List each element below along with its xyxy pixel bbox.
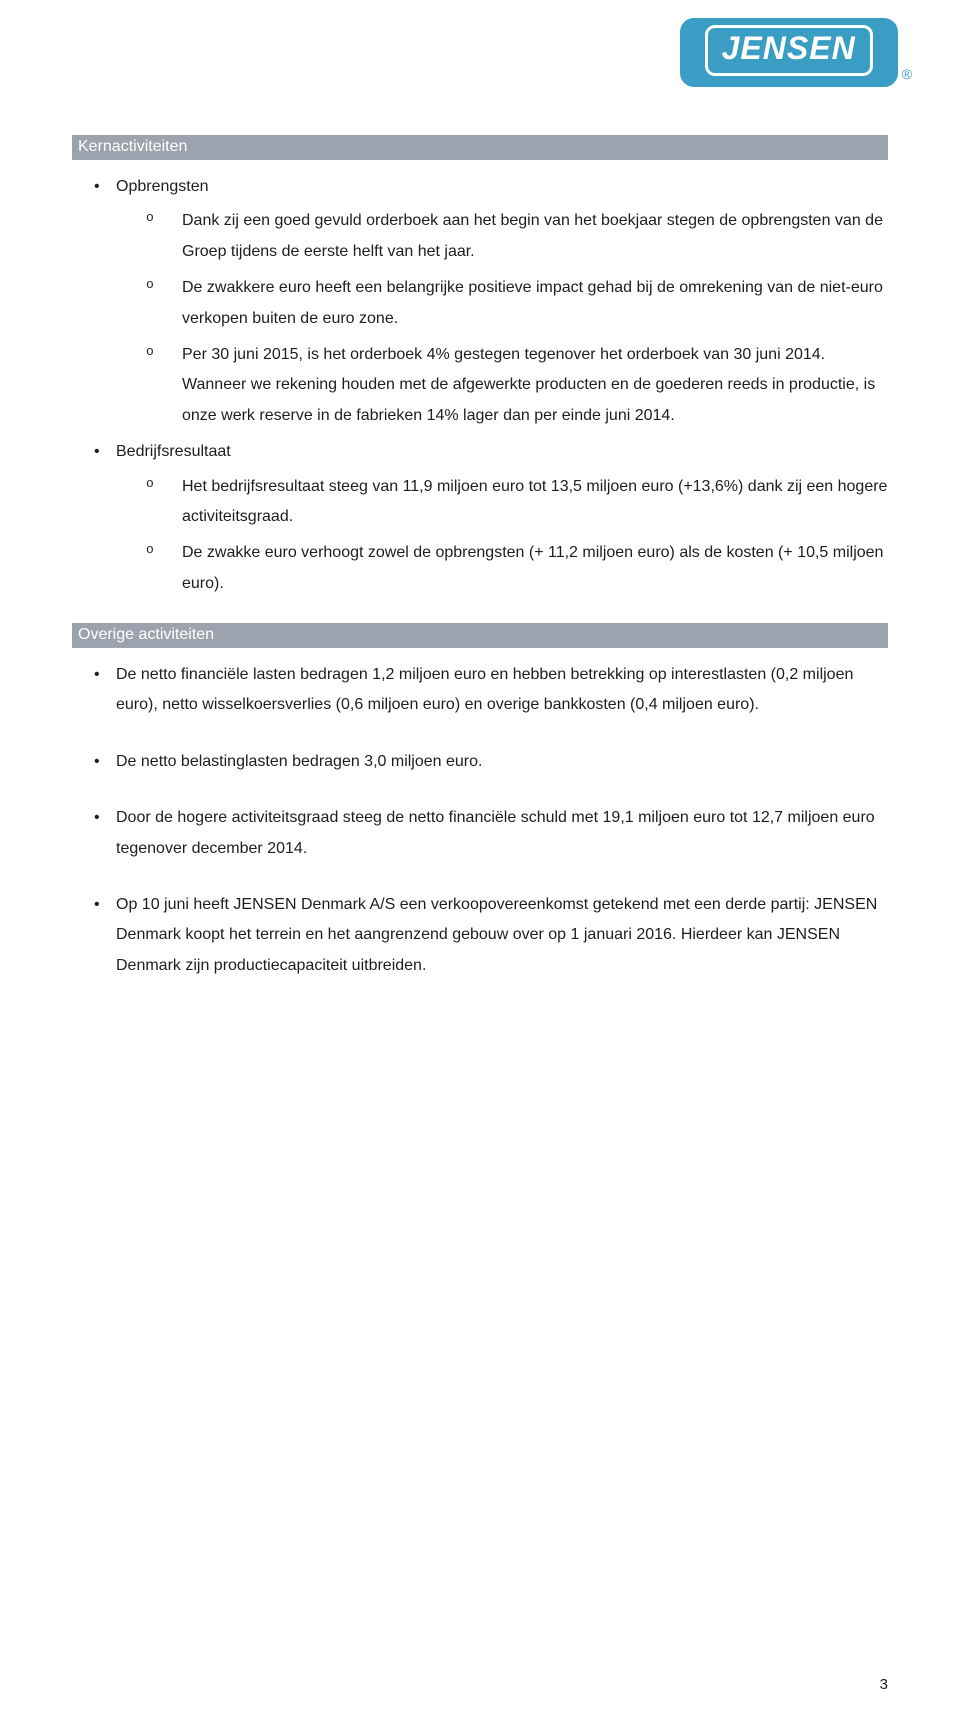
section-header-overige: Overige activiteiten [72, 623, 888, 648]
bedrijfsresultaat-label: Bedrijfsresultaat [116, 437, 888, 467]
document-body: Kernactiviteiten Opbrengsten Dank zij ee… [0, 0, 960, 981]
section-header-kernactiviteiten: Kernactiviteiten [72, 135, 888, 160]
list-item: Het bedrijfsresultaat steeg van 11,9 mil… [146, 472, 888, 533]
overige-list: De netto financiële lasten bedragen 1,2 … [72, 660, 888, 981]
page-number: 3 [880, 1676, 888, 1693]
list-item: De zwakke euro verhoogt zowel de opbreng… [146, 538, 888, 599]
list-item: De netto belastinglasten bedragen 3,0 mi… [94, 747, 888, 777]
list-item-text: Dank zij een goed gevuld orderboek aan h… [182, 212, 883, 259]
opbrengsten-item: Opbrengsten Dank zij een goed gevuld ord… [94, 172, 888, 431]
list-item: De zwakkere euro heeft een belangrijke p… [146, 273, 888, 334]
brand-logo: JENSEN ® [680, 18, 912, 87]
list-item-text: De zwakke euro verhoogt zowel de opbreng… [182, 544, 883, 591]
list-item: Op 10 juni heeft JENSEN Denmark A/S een … [94, 890, 888, 981]
list-item-text: De zwakkere euro heeft een belangrijke p… [182, 279, 883, 326]
list-item-text: De netto financiële lasten bedragen 1,2 … [116, 666, 853, 713]
list-item-text: Per 30 juni 2015, is het orderboek 4% ge… [182, 346, 875, 424]
opbrengsten-label: Opbrengsten [116, 172, 888, 202]
list-item: Per 30 juni 2015, is het orderboek 4% ge… [146, 340, 888, 431]
bedrijfsresultaat-sublist: Het bedrijfsresultaat steeg van 11,9 mil… [116, 472, 888, 600]
brand-text: JENSEN [722, 30, 856, 66]
list-item-text: Op 10 juni heeft JENSEN Denmark A/S een … [116, 896, 877, 974]
list-item-text: Het bedrijfsresultaat steeg van 11,9 mil… [182, 478, 887, 525]
list-item-text: De netto belastinglasten bedragen 3,0 mi… [116, 753, 482, 770]
opbrengsten-sublist: Dank zij een goed gevuld orderboek aan h… [116, 206, 888, 431]
list-item: De netto financiële lasten bedragen 1,2 … [94, 660, 888, 721]
bedrijfsresultaat-item: Bedrijfsresultaat Het bedrijfsresultaat … [94, 437, 888, 599]
registered-mark: ® [902, 66, 912, 82]
list-item: Dank zij een goed gevuld orderboek aan h… [146, 206, 888, 267]
list-item: Door de hogere activiteitsgraad steeg de… [94, 803, 888, 864]
kern-list: Opbrengsten Dank zij een goed gevuld ord… [72, 172, 888, 599]
list-item-text: Door de hogere activiteitsgraad steeg de… [116, 809, 875, 856]
